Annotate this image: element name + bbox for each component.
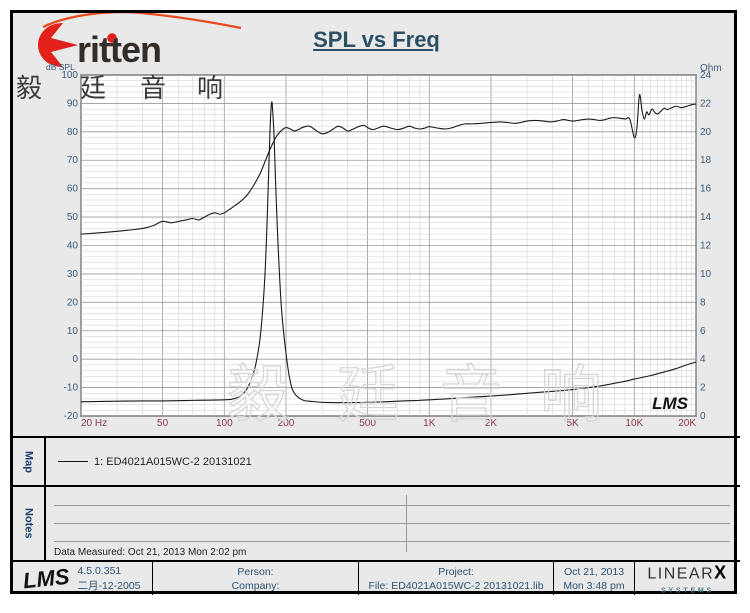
svg-text:6: 6 [700, 326, 706, 337]
svg-text:ritten: ritten [77, 29, 161, 70]
svg-text:80: 80 [67, 127, 79, 138]
svg-text:18: 18 [700, 155, 712, 166]
svg-text:30: 30 [67, 269, 79, 280]
svg-text:LMS: LMS [652, 394, 689, 413]
svg-text:20: 20 [700, 127, 712, 138]
svg-text:-10: -10 [64, 383, 79, 394]
svg-text:12: 12 [700, 241, 712, 252]
svg-text:10K: 10K [625, 418, 643, 429]
svg-text:10: 10 [700, 269, 712, 280]
svg-text:音: 音 [440, 361, 502, 430]
svg-text:响: 响 [540, 361, 602, 430]
svg-text:60: 60 [67, 184, 79, 195]
svg-text:20K: 20K [678, 418, 696, 429]
svg-text:20 Hz: 20 Hz [81, 418, 107, 429]
svg-text:90: 90 [67, 98, 79, 109]
svg-text:dB SPL: dB SPL [46, 62, 75, 72]
svg-text:40: 40 [67, 241, 79, 252]
svg-text:Ohm: Ohm [700, 63, 722, 74]
svg-text:16: 16 [700, 184, 712, 195]
svg-text:毅: 毅 [227, 361, 289, 430]
svg-text:22: 22 [700, 98, 712, 109]
svg-text:廷: 廷 [337, 361, 399, 430]
svg-text:0: 0 [72, 354, 78, 365]
svg-text:10: 10 [67, 326, 79, 337]
svg-text:响: 响 [197, 73, 223, 103]
svg-text:廷: 廷 [80, 73, 106, 103]
svg-text:50: 50 [67, 212, 79, 223]
svg-text:毅: 毅 [16, 73, 42, 103]
svg-text:4: 4 [700, 354, 706, 365]
svg-text:0: 0 [700, 411, 706, 422]
svg-text:50: 50 [157, 418, 169, 429]
svg-text:音: 音 [140, 73, 166, 103]
svg-text:20: 20 [67, 297, 79, 308]
svg-text:8: 8 [700, 297, 706, 308]
svg-text:-20: -20 [64, 411, 79, 422]
svg-text:14: 14 [700, 212, 712, 223]
svg-text:70: 70 [67, 155, 79, 166]
svg-text:1K: 1K [423, 418, 436, 429]
svg-text:2: 2 [700, 383, 706, 394]
